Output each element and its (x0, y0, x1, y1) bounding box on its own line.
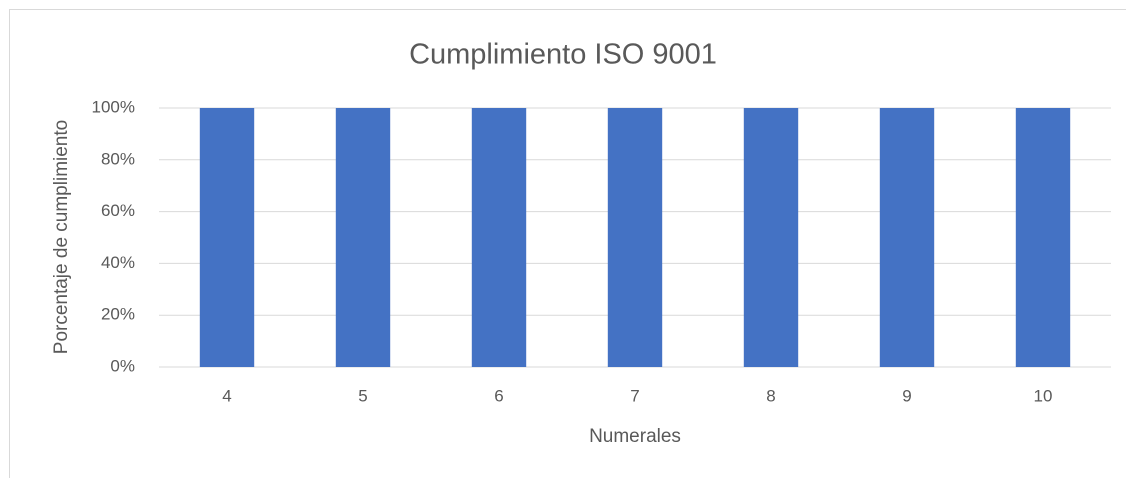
bar (1015, 108, 1071, 367)
chart-title: Cumplimiento ISO 9001 (409, 39, 717, 71)
x-tick-label: 10 (1034, 386, 1053, 405)
y-tick-label: 0% (110, 356, 135, 375)
y-tick-label: 80% (101, 149, 135, 168)
x-axis-title: Numerales (589, 426, 681, 447)
x-tick-label: 8 (766, 386, 775, 405)
bar (879, 108, 935, 367)
y-tick-label: 60% (101, 201, 135, 220)
x-tick-label: 7 (630, 386, 639, 405)
bar (199, 108, 255, 367)
y-tick-label: 20% (101, 305, 135, 324)
chart-border (9, 9, 1126, 478)
y-axis-title: Porcentaje de cumplimiento (51, 120, 72, 354)
bar (471, 108, 527, 367)
x-tick-label: 5 (358, 386, 367, 405)
x-tick-label: 4 (222, 386, 231, 405)
bar (335, 108, 391, 367)
y-tick-label: 40% (101, 253, 135, 272)
x-tick-label: 9 (902, 386, 911, 405)
bar (607, 108, 663, 367)
x-tick-label: 6 (494, 386, 503, 405)
y-tick-label: 100% (92, 97, 135, 116)
bar (743, 108, 799, 367)
